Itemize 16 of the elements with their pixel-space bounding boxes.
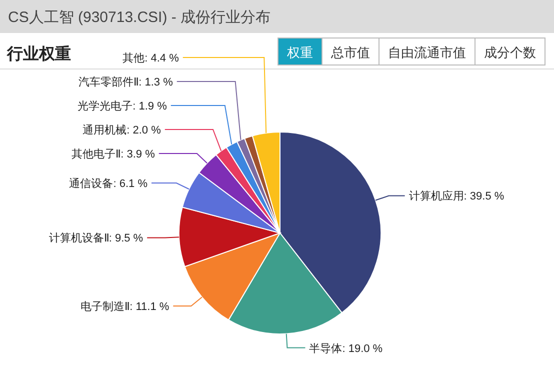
tab: 权重 [278, 38, 322, 66]
slice-label: 半导体: 19.0 % [309, 342, 383, 355]
slice-label: 光学光电子: 1.9 % [78, 99, 168, 112]
slice-label: 通用机械: 2.0 % [82, 123, 162, 136]
chart-subtitle: 行业权重 [6, 45, 71, 63]
slice-label: 汽车零部件Ⅱ: 1.3 % [78, 75, 174, 88]
tab: 自由流通市值 [378, 38, 476, 66]
slice-label: 计算机设备Ⅱ: 9.5 % [48, 232, 144, 245]
slice-label: 电子制造Ⅱ: 11.1 % [80, 300, 170, 314]
tab: 总市值 [322, 38, 380, 66]
slice-label: 计算机应用: 39.5 % [408, 190, 504, 203]
tab: 成分个数 [474, 38, 546, 66]
slice-label: 通信设备: 6.1 % [69, 177, 148, 190]
slice-label: 其他电子Ⅱ: 3.9 % [72, 147, 156, 160]
chart-title: CS人工智 (930713.CSI) - 成份行业分布 [8, 9, 271, 26]
slice-label: 其他: 4.4 % [122, 51, 180, 64]
